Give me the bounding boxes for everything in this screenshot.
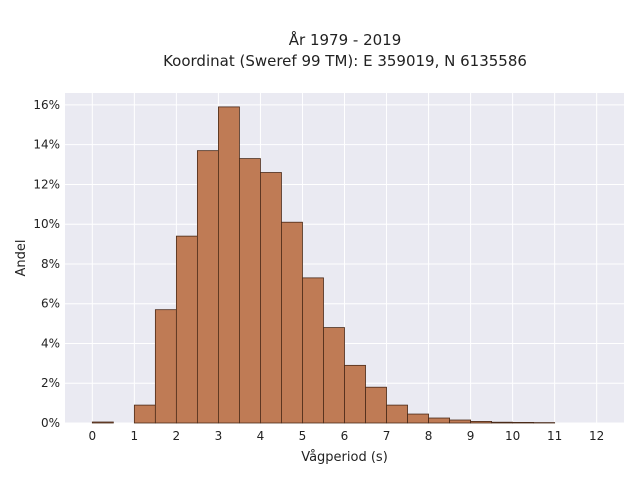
histogram-bar — [365, 386, 387, 424]
x-tick-label: 7 — [383, 429, 391, 443]
histogram-bar — [491, 421, 514, 424]
histogram-bar — [323, 327, 345, 424]
histogram-bar — [512, 422, 535, 424]
histogram-bar — [91, 421, 114, 424]
bars — [91, 106, 556, 424]
histogram-bar — [281, 221, 303, 424]
x-axis-label: Vågperiod (s) — [301, 450, 388, 465]
x-tick-label: 1 — [131, 429, 139, 443]
histogram-bar — [133, 404, 156, 424]
y-tick-label: 0% — [41, 416, 60, 430]
x-tick-label: 12 — [589, 429, 604, 443]
histogram-bar — [428, 417, 450, 424]
histogram-bar — [449, 419, 471, 424]
y-axis-ticks: 0% 2% 4% 6% 8% 10% 12% 14% 16% — [33, 98, 60, 430]
histogram-bar — [239, 158, 261, 424]
histogram-bar — [344, 364, 366, 424]
y-tick-label: 4% — [41, 336, 60, 350]
x-tick-label: 2 — [173, 429, 181, 443]
x-tick-label: 11 — [547, 429, 562, 443]
histogram-bar — [175, 235, 198, 424]
histogram-bar — [407, 413, 429, 424]
y-axis-label: Andel — [14, 240, 29, 277]
histogram-bar — [470, 421, 493, 424]
histogram-bar — [260, 172, 282, 424]
x-axis-ticks: 0 1 2 3 4 5 6 7 8 9 10 11 12 — [88, 429, 604, 443]
x-tick-label: 8 — [425, 429, 433, 443]
y-tick-label: 2% — [41, 376, 60, 390]
x-tick-label: 10 — [505, 429, 520, 443]
y-tick-label: 12% — [33, 177, 60, 191]
y-tick-label: 14% — [33, 138, 60, 152]
x-tick-label: 4 — [257, 429, 265, 443]
y-tick-label: 6% — [41, 297, 60, 311]
chart-subtitle: Koordinat (Sweref 99 TM): E 359019, N 61… — [163, 52, 527, 70]
y-tick-label: 8% — [41, 257, 60, 271]
chart-title: År 1979 - 2019 — [289, 30, 402, 49]
x-tick-label: 6 — [341, 429, 349, 443]
histogram-bar — [196, 150, 219, 424]
histogram-bar — [386, 404, 408, 424]
x-tick-label: 5 — [299, 429, 307, 443]
histogram-bar — [302, 277, 324, 424]
y-tick-label: 16% — [33, 98, 60, 112]
y-tick-label: 10% — [33, 217, 60, 231]
x-tick-label: 9 — [467, 429, 475, 443]
histogram-bar — [154, 309, 177, 424]
x-tick-label: 3 — [215, 429, 223, 443]
histogram-bar — [218, 106, 240, 424]
x-tick-label: 0 — [88, 429, 96, 443]
